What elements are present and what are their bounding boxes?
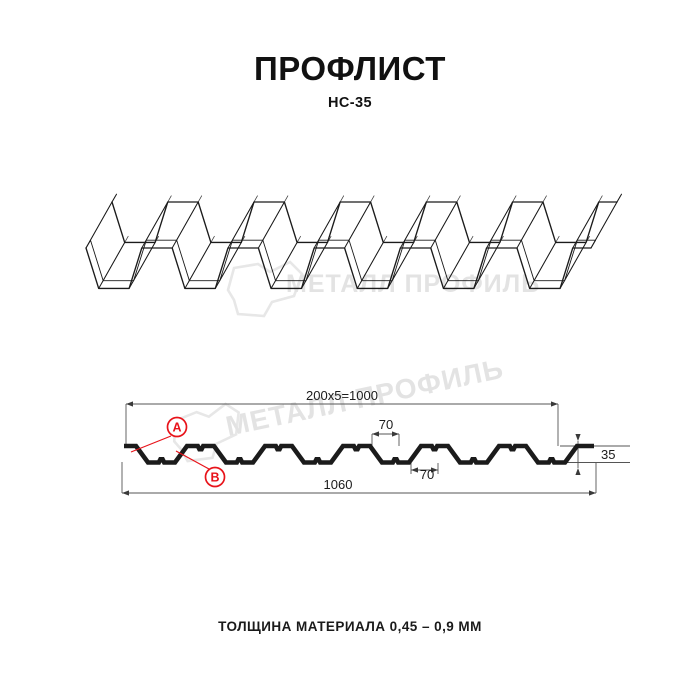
iso-edge (317, 195, 345, 243)
iso-edge (141, 201, 169, 249)
iso-edge (313, 201, 341, 249)
dimension-arrow (392, 431, 399, 437)
dimension-lines (121, 401, 630, 496)
dimension-arrow (589, 490, 596, 496)
header: ПРОФЛИСТ НС-35 (0, 50, 700, 111)
iso-edge (430, 201, 458, 249)
iso-edge (356, 241, 384, 289)
iso-edge (390, 235, 418, 283)
iso-edge (590, 201, 618, 249)
dimension-bottom-flange: 70 (420, 467, 434, 482)
iso-edge (516, 201, 544, 249)
iso-edge (111, 201, 618, 244)
iso-edge (399, 201, 427, 249)
page-title: ПРОФЛИСТ (254, 50, 446, 87)
dimension-overall-width: 1060 (324, 477, 353, 492)
marker-circle-b (204, 466, 226, 488)
iso-edge (575, 195, 603, 243)
iso-edge (111, 193, 117, 203)
iso-edge (90, 239, 596, 282)
iso-edge (304, 235, 332, 283)
iso-edge (442, 241, 470, 289)
iso-edge (214, 241, 242, 289)
iso-edge (532, 235, 560, 283)
iso-edge (529, 241, 557, 289)
dimension-arrow (575, 434, 581, 441)
iso-edge (594, 195, 621, 243)
iso-edge (218, 235, 246, 283)
watermark-text: МЕТАЛЛ ПРОФИЛЬ (286, 270, 540, 298)
iso-edge (171, 201, 199, 249)
iso-edge (231, 195, 258, 243)
iso-edge (128, 241, 156, 289)
iso-edge (89, 195, 116, 243)
dimension-arrow (575, 468, 581, 475)
dimension-top-flange: 70 (379, 417, 393, 432)
iso-edge (360, 235, 388, 283)
profile-code-subtitle: НС-35 (328, 94, 372, 111)
material-thickness-note: ТОЛЩИНА МАТЕРИАЛА 0,45 – 0,9 ММ (218, 619, 482, 634)
iso-edge (559, 241, 587, 289)
iso-edge (520, 195, 547, 243)
marker-circle-a (166, 416, 188, 438)
watermark-instance-2: МЕТАЛЛ ПРОФИЛЬ (172, 353, 506, 463)
iso-edge (446, 235, 474, 283)
iso-geometry (85, 193, 622, 290)
iso-edge (132, 235, 159, 283)
iso-edge (486, 201, 514, 249)
iso-edge (433, 195, 461, 243)
iso-edge (144, 195, 172, 243)
dimension-arrow (411, 467, 418, 473)
dimension-pitch-total: 200x5=1000 (306, 388, 378, 403)
watermark-logo-icon (226, 260, 304, 318)
detail-marker-b: B (175, 450, 226, 488)
iso-edge (403, 195, 431, 243)
dimension-arrow (126, 401, 133, 407)
iso-edge (473, 241, 501, 289)
iso-edge (590, 239, 596, 249)
iso-edge (572, 201, 600, 249)
iso-edge (347, 195, 375, 243)
watermark-logo-icon (172, 402, 240, 463)
dimension-arrow (551, 401, 558, 407)
marker-label-b: B (210, 471, 219, 485)
iso-edge (344, 201, 372, 249)
iso-edge (85, 239, 91, 249)
profile-outline (124, 443, 594, 465)
dimension-height: 35 (601, 447, 615, 462)
iso-edge (227, 201, 255, 249)
dimension-arrow (122, 490, 129, 496)
iso-edge (477, 235, 504, 283)
watermark-text: МЕТАЛЛ ПРОФИЛЬ (223, 353, 506, 442)
iso-edge (489, 195, 517, 243)
marker-label-a: A (172, 421, 181, 435)
leader-line-a (130, 435, 172, 453)
iso-edge (184, 241, 212, 289)
dimension-arrow (372, 431, 379, 437)
iso-edge (563, 235, 590, 283)
iso-edge (261, 195, 289, 243)
dimension-arrow (431, 467, 438, 473)
iso-edge (85, 201, 113, 249)
iso-edge (175, 195, 203, 243)
iso-edge (85, 247, 592, 290)
detail-marker-a: A (130, 416, 188, 453)
iso-edge (387, 241, 415, 289)
iso-edge (98, 241, 126, 289)
iso-edge (101, 235, 129, 283)
iso-edge (274, 235, 301, 283)
iso-edge (300, 241, 328, 289)
iso-edge (616, 193, 622, 203)
iso-edge (270, 241, 298, 289)
leader-line-b (175, 450, 210, 470)
watermark-instance-1: МЕТАЛЛ ПРОФИЛЬ (226, 260, 540, 318)
iso-edge (187, 235, 215, 283)
footer: ТОЛЩИНА МАТЕРИАЛА 0,45 – 0,9 ММ (0, 619, 700, 634)
iso-edge (257, 201, 285, 249)
